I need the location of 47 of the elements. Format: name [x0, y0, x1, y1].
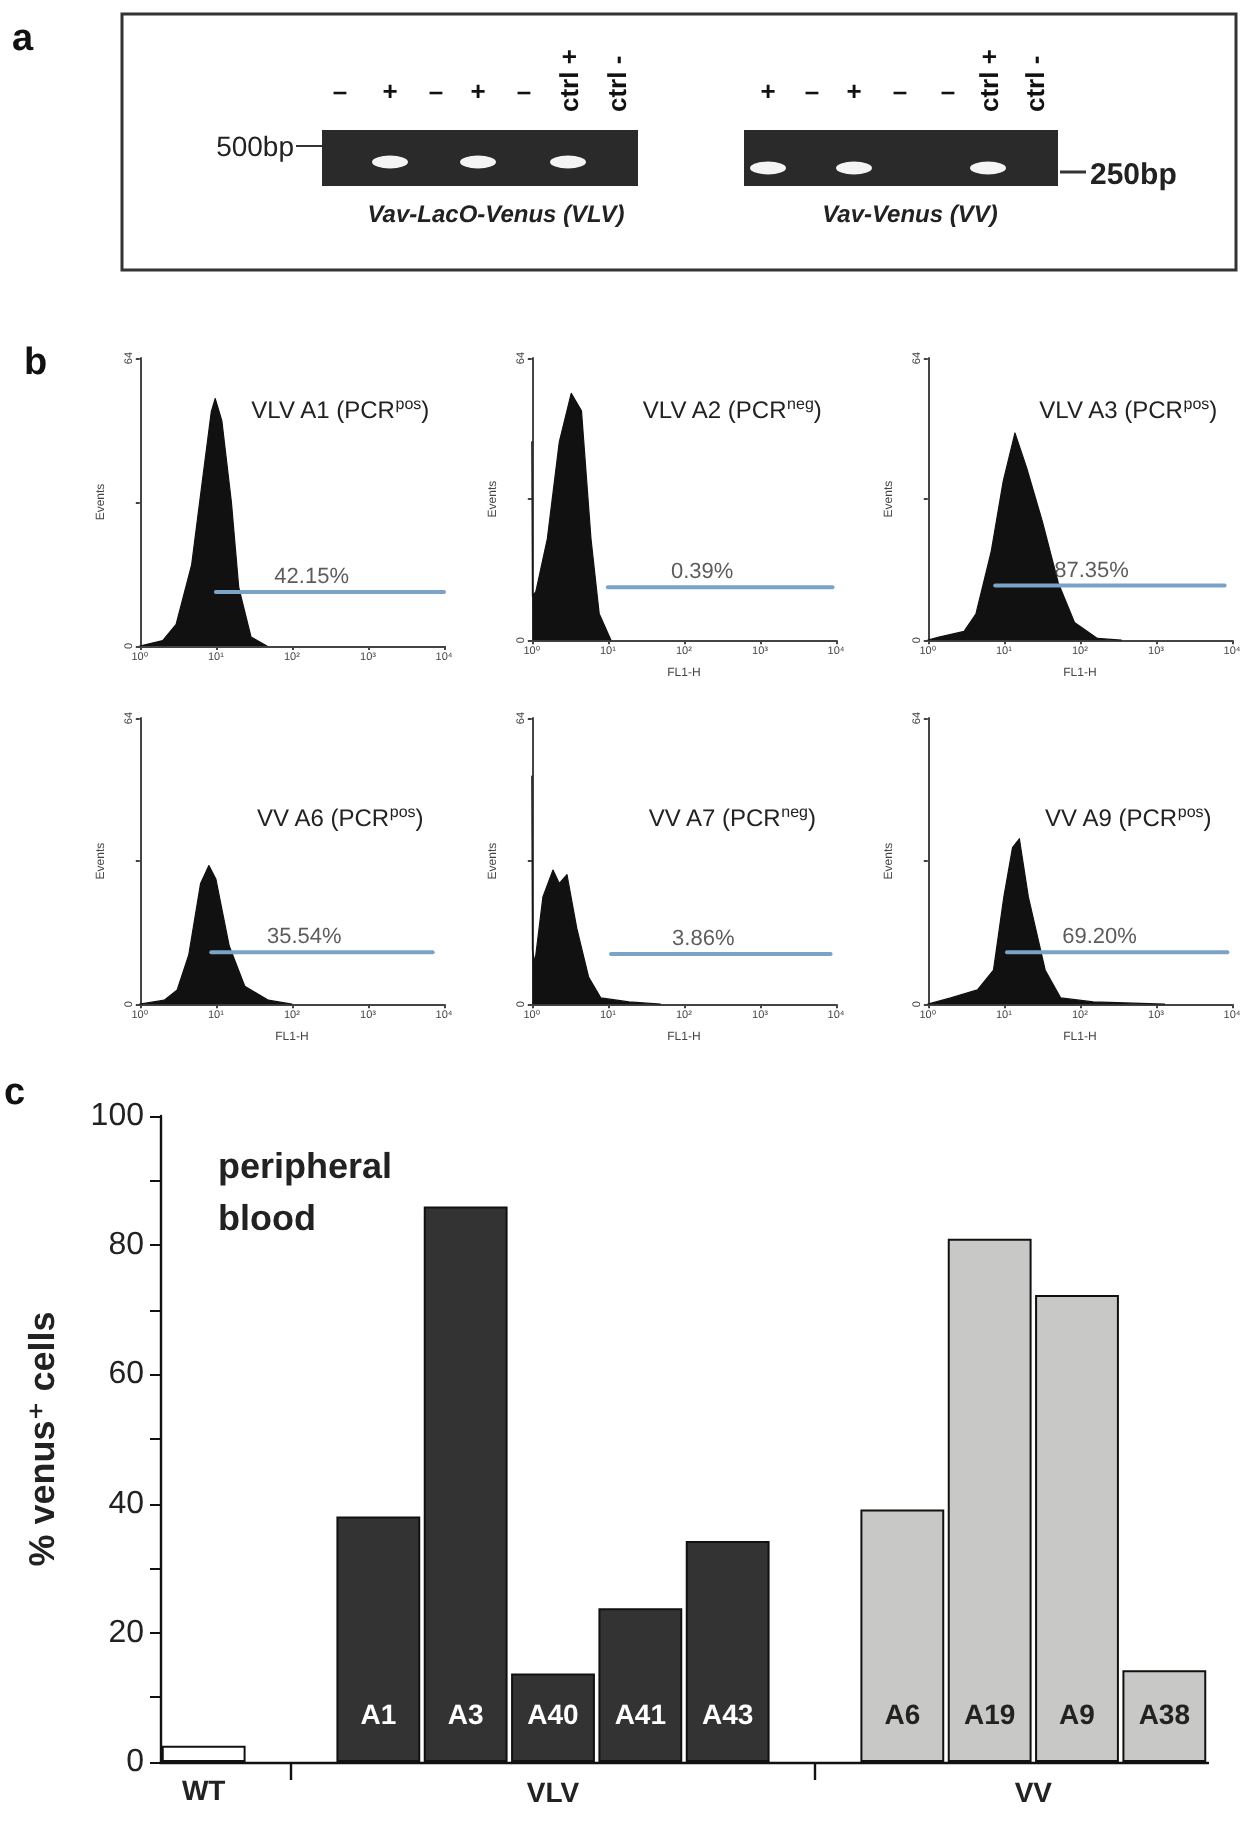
text: a	[12, 18, 34, 60]
y-tick-label: 40	[108, 1486, 145, 1521]
category-label: –	[332, 76, 348, 106]
category-label: –	[516, 76, 532, 106]
category-label: +	[382, 76, 399, 106]
y-tick-label: 80	[108, 1228, 145, 1263]
x-tick-label: A1	[360, 1698, 397, 1730]
category-label: –	[428, 76, 444, 106]
category-label: ctrl +	[974, 48, 1004, 112]
text: VLV	[526, 1776, 581, 1808]
x-tick-label: A19	[963, 1698, 1016, 1730]
annotation: 0.39%	[671, 560, 734, 585]
category-label: –	[804, 76, 820, 106]
x-tick-label: A9	[1059, 1698, 1096, 1730]
x-tick-label: WT	[181, 1774, 227, 1806]
category-label: +	[846, 76, 863, 106]
text: Vav-LacO-Venus (VLV)	[367, 200, 625, 228]
x-tick-label: A38	[1138, 1698, 1191, 1730]
text: c	[4, 1072, 26, 1114]
x-tick-label: A43	[701, 1698, 754, 1730]
category-label: ctrl +	[554, 48, 584, 112]
y-tick-label: 100	[90, 1099, 145, 1133]
x-tick-label: A3	[447, 1698, 484, 1730]
text: b	[24, 342, 48, 384]
annotation: 35.54%	[266, 925, 342, 950]
x-tick-label: A6	[884, 1698, 921, 1730]
x-tick-label: A41	[614, 1698, 667, 1730]
text: 250bp	[1090, 158, 1177, 192]
category-label: –	[940, 76, 956, 106]
category-label: ctrl -	[602, 55, 632, 112]
y-tick-label: 20	[108, 1615, 145, 1650]
annotation: 87.35%	[1054, 558, 1130, 583]
text: peripheral blood	[218, 1146, 403, 1238]
x-tick-label: A40	[527, 1698, 580, 1730]
y-tick-label: 60	[108, 1357, 145, 1392]
y-axis-title: % venus⁺ cells	[22, 1311, 62, 1567]
text: Vav-Venus (VV)	[822, 200, 998, 228]
annotation: 3.86%	[672, 927, 735, 952]
category-label: ctrl -	[1020, 55, 1050, 112]
y-tick-label: 0	[126, 1745, 145, 1779]
category-label: –	[892, 76, 908, 106]
text: 500bp	[216, 130, 295, 162]
category-label: +	[470, 76, 487, 106]
annotation: 69.20%	[1062, 925, 1138, 950]
annotation: 42.15%	[274, 565, 350, 589]
category-label: +	[760, 76, 777, 106]
text: VV	[1014, 1776, 1054, 1808]
